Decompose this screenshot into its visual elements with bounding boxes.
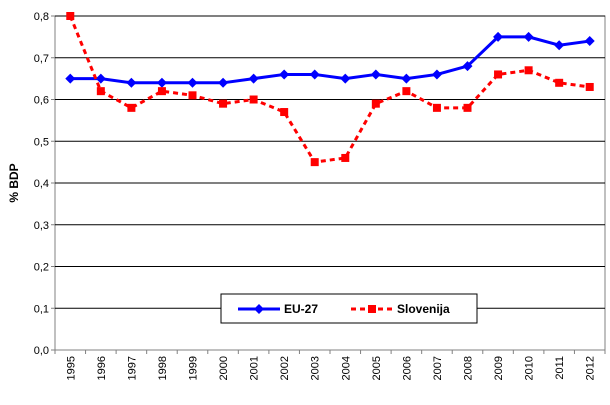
- x-tick-label: 1999: [188, 356, 200, 380]
- data-point-eu-27: [523, 31, 534, 42]
- data-point-slovenija: [463, 103, 472, 112]
- data-point-eu-27: [584, 36, 595, 47]
- x-tick-label: 1998: [157, 356, 169, 380]
- data-point-slovenija: [524, 66, 533, 75]
- y-axis-ticks: 0,0 0,1 0,2 0,3 0,4 0,5 0,6 0,7 0,8: [34, 11, 55, 357]
- data-point-slovenija: [249, 95, 258, 104]
- data-point-slovenija: [157, 87, 166, 96]
- y-tick-label: 0,0: [34, 345, 49, 357]
- data-point-eu-27: [431, 69, 442, 80]
- data-point-slovenija: [402, 87, 411, 96]
- y-tick-label: 0,5: [34, 136, 49, 148]
- data-point-slovenija: [341, 153, 350, 162]
- x-tick-label: 2007: [432, 356, 444, 380]
- gridlines: [55, 15, 605, 309]
- x-tick-label: 2009: [493, 356, 505, 380]
- x-tick-label: 2006: [401, 356, 413, 380]
- data-point-eu-27: [370, 69, 381, 80]
- data-point-eu-27: [309, 69, 320, 80]
- data-point-eu-27: [126, 77, 137, 88]
- legend-label-slovenija: Slovenija: [397, 302, 450, 316]
- y-axis-label: % BDP: [7, 163, 21, 202]
- series-line-slovenija: [68, 15, 590, 164]
- x-tick-label: 2005: [371, 356, 383, 380]
- data-point-eu-27: [95, 73, 106, 84]
- x-tick-label: 2004: [340, 356, 352, 380]
- x-axis-ticks: 1995 1996 1997 1998 1999 2000 2001 2002 2003 2004…: [54, 350, 606, 380]
- data-point-slovenija: [280, 108, 289, 117]
- data-point-slovenija: [371, 99, 380, 108]
- data-point-slovenija: [127, 103, 136, 112]
- y-tick-label: 0,7: [34, 53, 49, 65]
- data-point-eu-27: [340, 73, 351, 84]
- y-tick-label: 0,4: [34, 178, 49, 190]
- y-tick-label: 0,1: [34, 303, 49, 315]
- data-point-eu-27: [65, 73, 76, 84]
- y-tick-label: 0,6: [34, 95, 49, 107]
- y-tick-label: 0,2: [34, 262, 49, 274]
- x-tick-label: 2011: [554, 356, 566, 380]
- data-point-slovenija: [310, 158, 319, 167]
- x-tick-label: 2001: [249, 356, 261, 380]
- data-point-eu-27: [248, 73, 259, 84]
- x-tick-label: 2000: [218, 356, 230, 380]
- legend-marker-slovenija: [368, 305, 376, 313]
- data-point-slovenija: [432, 103, 441, 112]
- data-point-eu-27: [554, 40, 565, 51]
- data-point-eu-27: [401, 73, 412, 84]
- data-point-slovenija: [219, 99, 228, 108]
- legend-marker-eu27: [254, 304, 264, 314]
- data-point-eu-27: [493, 31, 504, 42]
- data-point-slovenija: [66, 12, 75, 20]
- x-tick-label: 2008: [463, 356, 475, 380]
- series-layer: [65, 12, 595, 167]
- x-tick-label: 2012: [585, 356, 597, 380]
- data-point-slovenija: [555, 78, 564, 87]
- data-point-eu-27: [462, 61, 473, 72]
- x-tick-label: 1996: [96, 356, 108, 380]
- data-point-slovenija: [188, 91, 197, 100]
- y-tick-label: 0,3: [34, 220, 49, 232]
- data-point-eu-27: [156, 77, 167, 88]
- data-point-slovenija: [585, 82, 594, 91]
- x-tick-label: 2003: [310, 356, 322, 380]
- legend: EU-27 Slovenija: [220, 293, 478, 324]
- data-point-eu-27: [187, 77, 198, 88]
- data-point-eu-27: [218, 77, 229, 88]
- x-tick-label: 1995: [65, 356, 77, 380]
- x-tick-label: 2002: [279, 356, 291, 380]
- data-point-eu-27: [279, 69, 290, 80]
- x-tick-label: 2010: [524, 356, 536, 380]
- x-tick-label: 1997: [126, 356, 138, 380]
- data-point-slovenija: [96, 87, 105, 96]
- data-point-slovenija: [494, 70, 503, 79]
- y-tick-label: 0,8: [34, 11, 49, 23]
- legend-label-eu27: EU-27: [284, 302, 318, 316]
- series-line-eu-27: [70, 35, 590, 85]
